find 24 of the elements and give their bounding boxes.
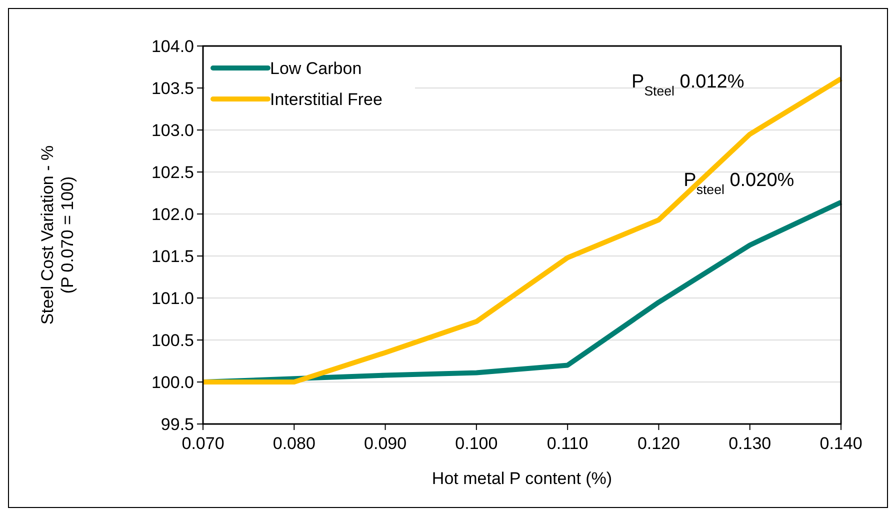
x-tick-label: 0.140 — [820, 434, 862, 453]
y-tick-label: 101.5 — [151, 246, 194, 266]
y-tick-label: 104.0 — [151, 36, 194, 56]
y-axis-title: Steel Cost Variation - % (P 0.070 = 100) — [38, 145, 77, 325]
x-tick-label: 0.080 — [272, 434, 316, 453]
x-tick-label: 0.120 — [637, 434, 680, 453]
y-tick-label: 99.5 — [160, 414, 194, 434]
y-tick-label: 103.5 — [151, 78, 194, 98]
annotation: P$_{Steel}$ 0.012% — [632, 72, 744, 98]
y-tick-label: 100.5 — [151, 330, 194, 350]
y-tick-label: 101.0 — [151, 288, 194, 308]
legend-label: Low Carbon — [270, 58, 362, 78]
y-tick-label: 100.0 — [151, 372, 194, 392]
x-tick-label: 0.110 — [546, 434, 588, 453]
x-tick-label: 0.070 — [182, 434, 224, 453]
x-tick-label: 0.100 — [455, 434, 498, 453]
x-tick-label: 0.090 — [364, 434, 407, 453]
x-axis-title: Hot metal P content (%) — [432, 469, 612, 488]
annotation: P$_{steel}$ 0.020% — [684, 170, 794, 196]
x-tick-label: 0.130 — [728, 434, 772, 453]
y-tick-label: 103.0 — [151, 120, 194, 140]
y-tick-label: 102.5 — [151, 162, 194, 182]
legend-label: Interstitial Free — [270, 90, 382, 109]
y-tick-label: 102.0 — [151, 204, 194, 224]
